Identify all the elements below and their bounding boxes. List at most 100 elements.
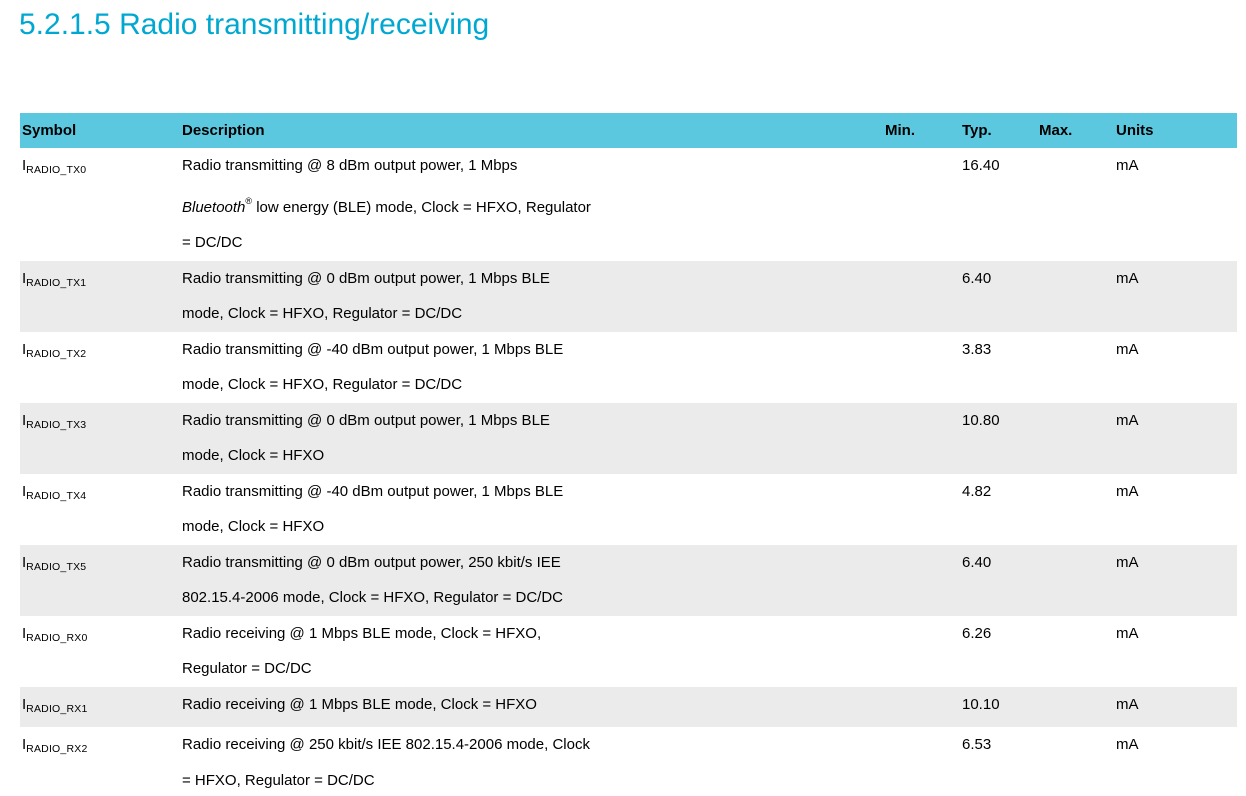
symbol-subscript: RADIO_TX4 (26, 489, 87, 502)
units-value-cell: mA (1116, 695, 1139, 713)
description-cell: Radio transmitting @ 8 dBm output power,… (180, 148, 883, 261)
description-text: Bluetooth (182, 198, 246, 216)
typ-value-cell: 16.40 (962, 157, 1000, 174)
description-line: Radio transmitting @ 0 dBm output power,… (182, 403, 883, 439)
min-value-cell (883, 261, 960, 332)
col-header-description: Description (182, 122, 265, 139)
symbol-cell: IRADIO_TX5 (20, 545, 180, 616)
description-text: low energy (BLE) mode, Clock = HFXO, Reg… (252, 198, 591, 216)
symbol-cell: IRADIO_RX1 (20, 687, 180, 728)
table-body: IRADIO_TX0 Radio transmitting @ 8 dBm out… (20, 148, 1237, 796)
table-row: IRADIO_RX2 Radio receiving @ 250 kbit/s I… (20, 727, 1237, 796)
max-value-cell (1037, 332, 1114, 403)
description-text: Radio transmitting @ 8 dBm output power,… (182, 157, 518, 174)
symbol-subscript: RADIO_TX2 (26, 347, 87, 360)
min-value-cell (883, 148, 960, 261)
max-value-cell (1037, 261, 1114, 332)
max-value-cell (1037, 545, 1114, 616)
description-line: Radio transmitting @ -40 dBm output powe… (182, 332, 883, 368)
description-line: Regulator = DC/DC (182, 651, 883, 687)
description-text: Radio receiving @ 1 Mbps BLE mode, Clock… (182, 624, 542, 642)
symbol-base: I (22, 553, 27, 571)
description-text: Radio transmitting @ 0 dBm output power,… (182, 269, 550, 287)
typ-value-cell: 6.40 (962, 553, 992, 571)
description-cell: Radio receiving @ 250 kbit/s IEE 802.15.… (180, 727, 883, 796)
table-row: IRADIO_RX1 Radio receiving @ 1 Mbps BLE m… (20, 686, 1237, 728)
min-value-cell (883, 545, 960, 616)
min-value-cell (883, 727, 960, 796)
section-title: 5.2.1.5 Radio transmitting/receiving (19, 8, 490, 41)
symbol-subscript: RADIO_TX0 (26, 164, 87, 176)
table-row: IRADIO_TX3 Radio transmitting @ 0 dBm out… (20, 402, 1237, 474)
max-value-cell (1037, 403, 1114, 474)
typ-value-cell: 10.80 (962, 411, 1000, 429)
description-text: Radio transmitting @ -40 dBm output powe… (182, 482, 564, 500)
symbol-subscript: RADIO_RX0 (26, 631, 88, 644)
table-row: IRADIO_TX5 Radio transmitting @ 0 dBm out… (20, 544, 1237, 616)
max-value-cell (1037, 616, 1114, 687)
units-value-cell: mA (1116, 624, 1139, 642)
units-value-cell: mA (1116, 157, 1139, 174)
description-line: mode, Clock = HFXO (182, 509, 883, 545)
symbol-base: I (22, 736, 27, 753)
table-header-row: Symbol Description Min. Typ. Max. Units (20, 113, 1237, 148)
symbol-cell: IRADIO_RX2 (20, 727, 180, 796)
description-line: mode, Clock = HFXO, Regulator = DC/DC (182, 296, 883, 332)
description-cell: Radio transmitting @ -40 dBm output powe… (180, 332, 883, 403)
col-header-max: Max. (1039, 122, 1073, 139)
description-line: Radio transmitting @ 0 dBm output power,… (182, 261, 883, 297)
typ-value-cell: 10.10 (962, 695, 1000, 713)
symbol-cell: IRADIO_TX2 (20, 332, 180, 403)
description-line: = DC/DC (182, 225, 883, 261)
symbol-cell: IRADIO_TX3 (20, 403, 180, 474)
units-value-cell: mA (1116, 411, 1139, 429)
typ-value-cell: 3.83 (962, 340, 992, 358)
table-row: IRADIO_TX2 Radio transmitting @ -40 dBm o… (20, 332, 1237, 403)
min-value-cell (883, 474, 960, 545)
typ-value-cell: 6.53 (962, 736, 992, 753)
min-value-cell (883, 403, 960, 474)
symbol-subscript: RADIO_RX2 (26, 743, 88, 755)
symbol-base: I (22, 157, 27, 174)
description-line: Radio transmitting @ 8 dBm output power,… (182, 148, 883, 184)
units-value-cell: mA (1116, 269, 1139, 287)
symbol-cell: IRADIO_TX1 (20, 261, 180, 332)
description-line: mode, Clock = HFXO, Regulator = DC/DC (182, 367, 883, 403)
description-text: mode, Clock = HFXO (182, 518, 325, 535)
description-cell: Radio receiving @ 1 Mbps BLE mode, Clock… (180, 616, 883, 687)
table-row: IRADIO_TX1 Radio transmitting @ 0 dBm out… (20, 260, 1237, 332)
radio-spec-table: Symbol Description Min. Typ. Max. Units … (20, 113, 1237, 796)
min-value-cell (883, 616, 960, 687)
col-header-min: Min. (885, 122, 915, 139)
description-text: mode, Clock = HFXO, Regulator = DC/DC (182, 376, 463, 393)
col-header-typ: Typ. (962, 122, 992, 139)
description-cell: Radio transmitting @ 0 dBm output power,… (180, 261, 883, 332)
table-row: IRADIO_TX0 Radio transmitting @ 8 dBm out… (20, 148, 1237, 261)
description-cell: Radio transmitting @ 0 dBm output power,… (180, 545, 883, 616)
max-value-cell (1037, 727, 1114, 796)
description-text: = DC/DC (182, 234, 243, 251)
typ-value-cell: 4.82 (962, 482, 992, 500)
description-text: mode, Clock = HFXO (182, 447, 325, 464)
description-line: = HFXO, Regulator = DC/DC (182, 763, 883, 796)
max-value-cell (1037, 148, 1114, 261)
description-line: Bluetooth® low energy (BLE) mode, Clock … (182, 184, 883, 226)
symbol-base: I (22, 482, 27, 500)
description-text: Radio transmitting @ 0 dBm output power,… (182, 411, 550, 429)
description-line: Radio receiving @ 1 Mbps BLE mode, Clock… (182, 616, 883, 652)
symbol-base: I (22, 269, 27, 287)
description-text: Regulator = DC/DC (182, 660, 312, 677)
units-value-cell: mA (1116, 553, 1139, 571)
symbol-subscript: RADIO_TX5 (26, 560, 87, 573)
units-value-cell: mA (1116, 340, 1139, 358)
description-text: Radio transmitting @ 0 dBm output power,… (182, 553, 561, 571)
description-text: Radio receiving @ 250 kbit/s IEE 802.15.… (182, 736, 590, 753)
description-line: Radio receiving @ 250 kbit/s IEE 802.15.… (182, 727, 883, 763)
min-value-cell (883, 332, 960, 403)
typ-value-cell: 6.26 (962, 624, 992, 642)
description-text: Radio receiving @ 1 Mbps BLE mode, Clock… (182, 695, 537, 713)
description-line: 802.15.4-2006 mode, Clock = HFXO, Regula… (182, 580, 883, 616)
description-text: Radio transmitting @ -40 dBm output powe… (182, 340, 564, 358)
symbol-subscript: RADIO_TX1 (26, 276, 87, 289)
description-text: 802.15.4-2006 mode, Clock = HFXO, Regula… (182, 589, 564, 606)
